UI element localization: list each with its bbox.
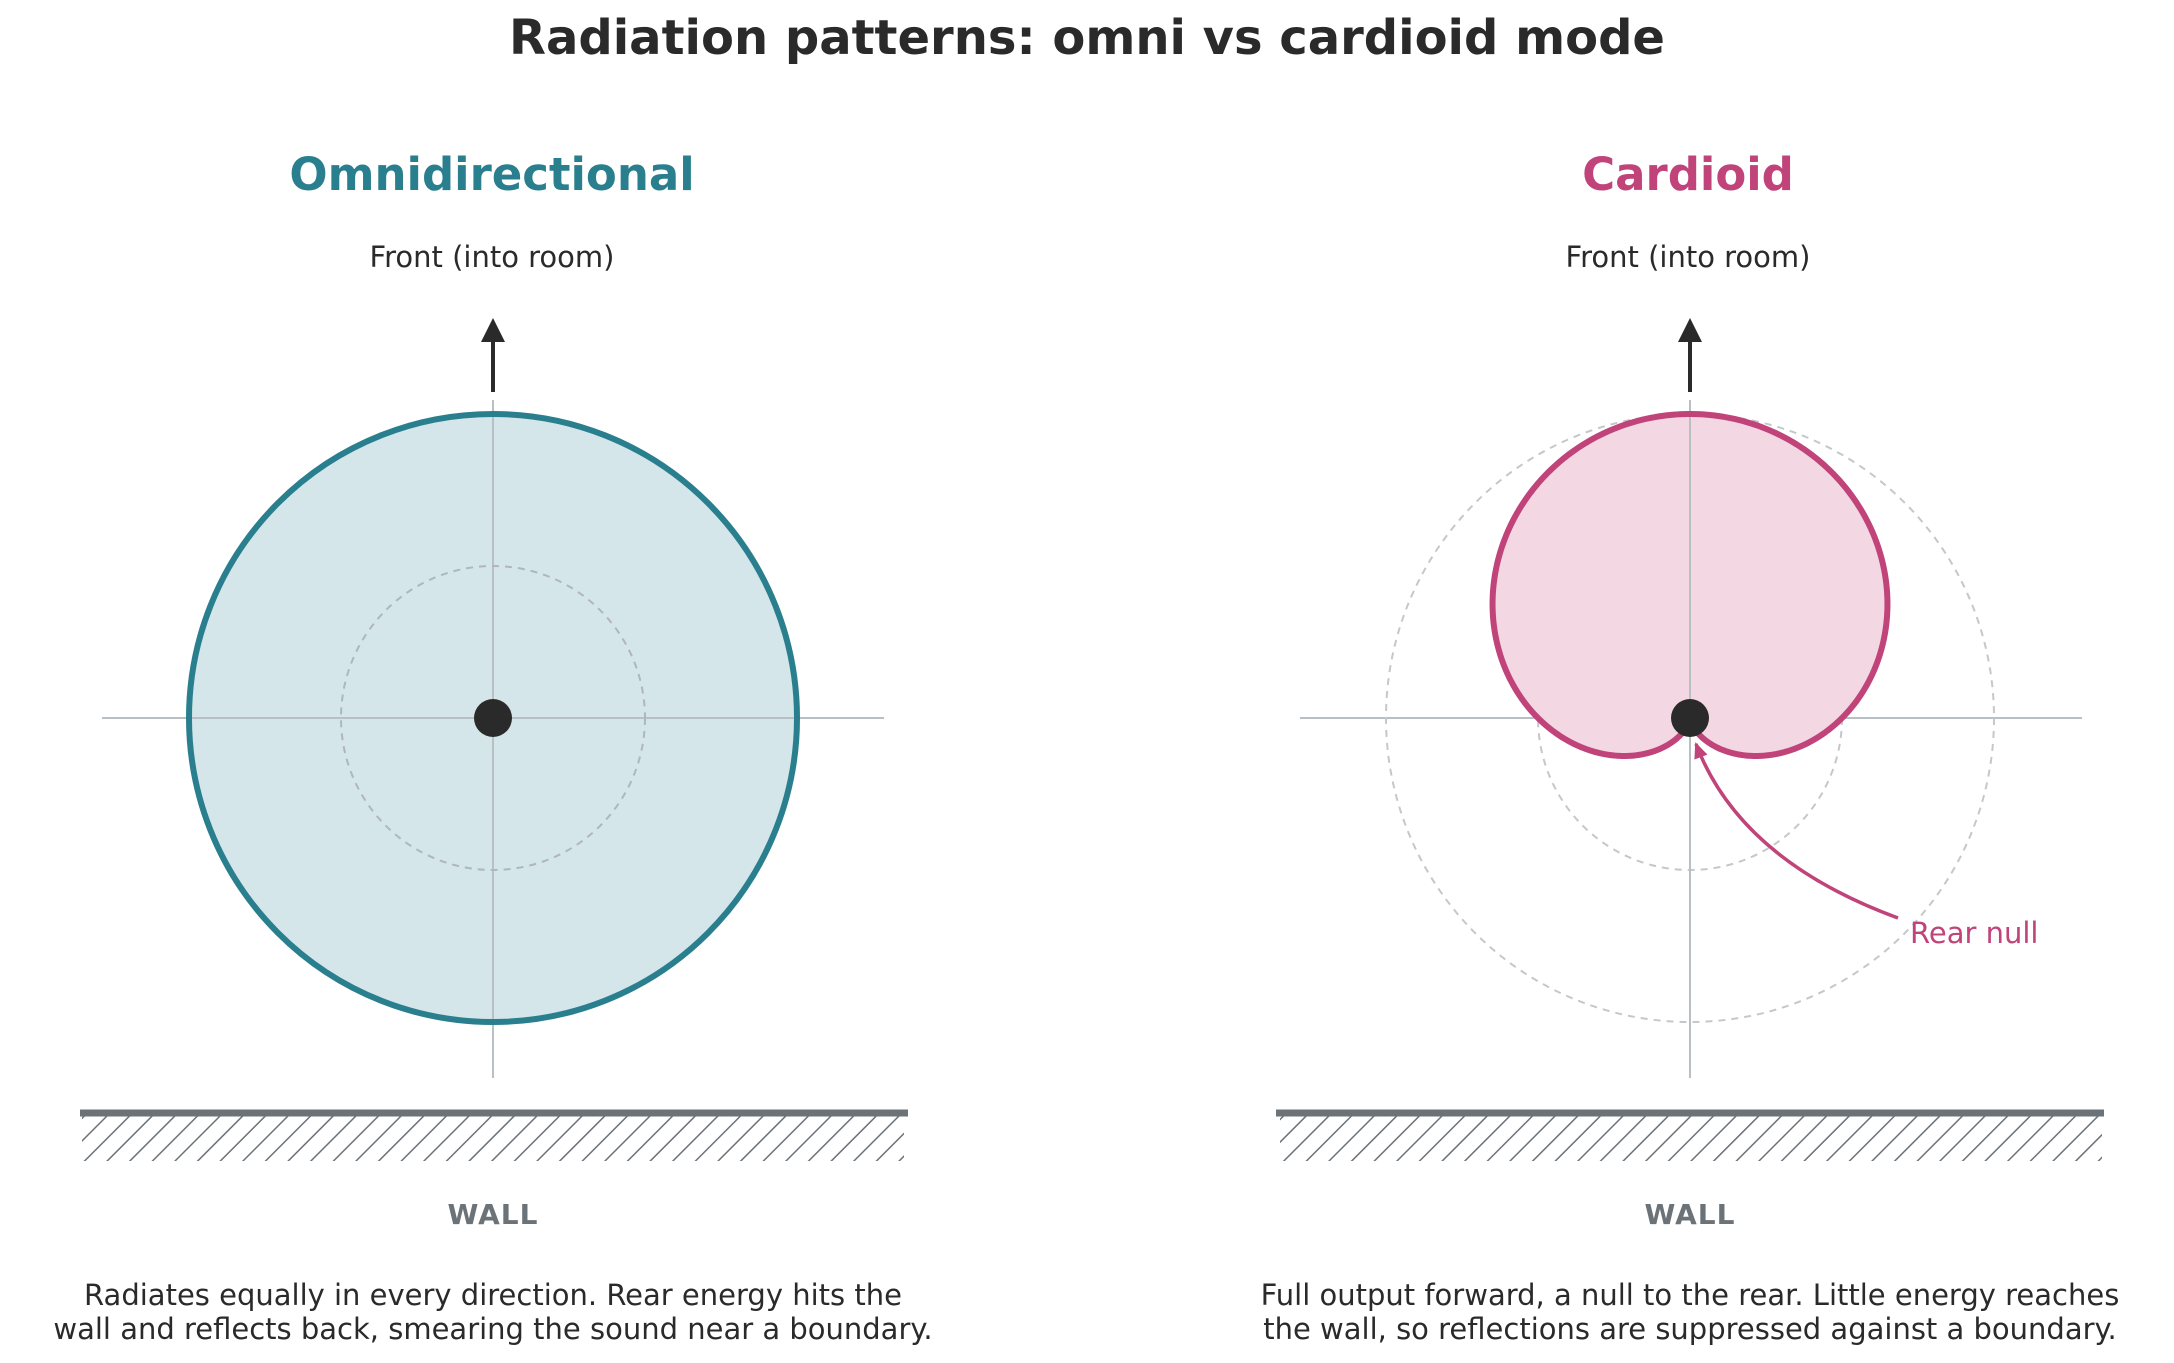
cardioid-wall-hatch — [1280, 1115, 2102, 1161]
cardioid-caption: Full output forward, a null to the rear.… — [1190, 1278, 2174, 1346]
rear-null-label: Rear null — [1910, 916, 2039, 950]
omni-caption-line: wall and reflects back, smearing the sou… — [53, 1312, 933, 1346]
cardioid-caption-line: the wall, so reflections are suppressed … — [1263, 1312, 2117, 1346]
omni-half-level-ring — [340, 565, 646, 871]
rear-null-arrow — [1694, 742, 1899, 920]
cardioid-front-arrowhead — [1678, 318, 1702, 342]
omni-heading: Omnidirectional — [289, 148, 695, 201]
cardioid-speaker-dot — [1671, 699, 1709, 737]
omni-panel — [80, 318, 908, 1161]
cardioid-heading: Cardioid — [1582, 148, 1794, 201]
omni-wall-label: WALL — [447, 1198, 539, 1231]
cardioid-caption-line: Full output forward, a null to the rear.… — [1260, 1278, 2120, 1312]
cardioid-wall-label: WALL — [1644, 1198, 1736, 1231]
omni-wall-hatch — [82, 1115, 904, 1161]
omni-speaker-dot — [474, 699, 512, 737]
omni-caption-line: Radiates equally in every direction. Rea… — [84, 1278, 902, 1312]
omni-front-arrowhead — [481, 318, 505, 342]
cardioid-panel — [1276, 318, 2104, 1161]
omni-front-label: Front (into room) — [369, 240, 615, 274]
omni-pattern-outline — [186, 411, 800, 1025]
figure-title: Radiation patterns: omni vs cardioid mod… — [509, 10, 1665, 66]
omni-caption: Radiates equally in every direction. Rea… — [0, 1278, 993, 1346]
cardioid-front-label: Front (into room) — [1565, 240, 1811, 274]
